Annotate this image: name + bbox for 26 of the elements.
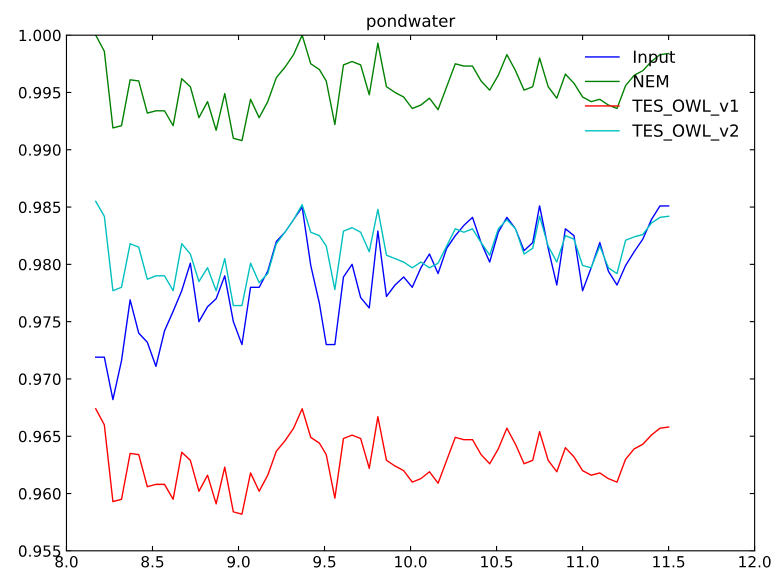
x-tick-label: 11.0 [567,556,599,568]
line-series [95,205,670,400]
legend-label: TES_OWL_v1 [632,99,738,116]
legend-label: TES_OWL_v2 [632,124,738,141]
x-tick-label: 10.0 [395,556,427,568]
x-tick-label: 9.5 [313,556,336,568]
y-tick-label: 0.985 [18,202,60,214]
y-tick-label: 0.965 [18,430,60,442]
line-series [95,408,670,515]
x-tick-label: 8.5 [141,556,164,568]
x-tick-label: 12.0 [739,556,771,568]
y-tick-label: 0.975 [18,316,60,328]
y-tick-label: 0.960 [18,488,61,500]
x-tick-label: 10.5 [481,556,512,568]
legend-label: NEM [634,75,668,88]
y-tick-label: 0.990 [18,144,61,156]
y-tick-label: 0.970 [18,373,61,385]
chart-title: pondwater [367,14,456,30]
y-tick-label: 0.995 [18,86,60,98]
y-tick-label: 0.955 [18,545,60,557]
x-tick-label: 11.5 [653,556,684,568]
line-series [95,200,670,306]
x-tick-label: 8.0 [55,556,78,568]
y-tick-label: 1.000 [20,30,61,42]
x-tick-label: 9.0 [227,556,250,568]
y-tick-label: 0.980 [18,258,61,270]
